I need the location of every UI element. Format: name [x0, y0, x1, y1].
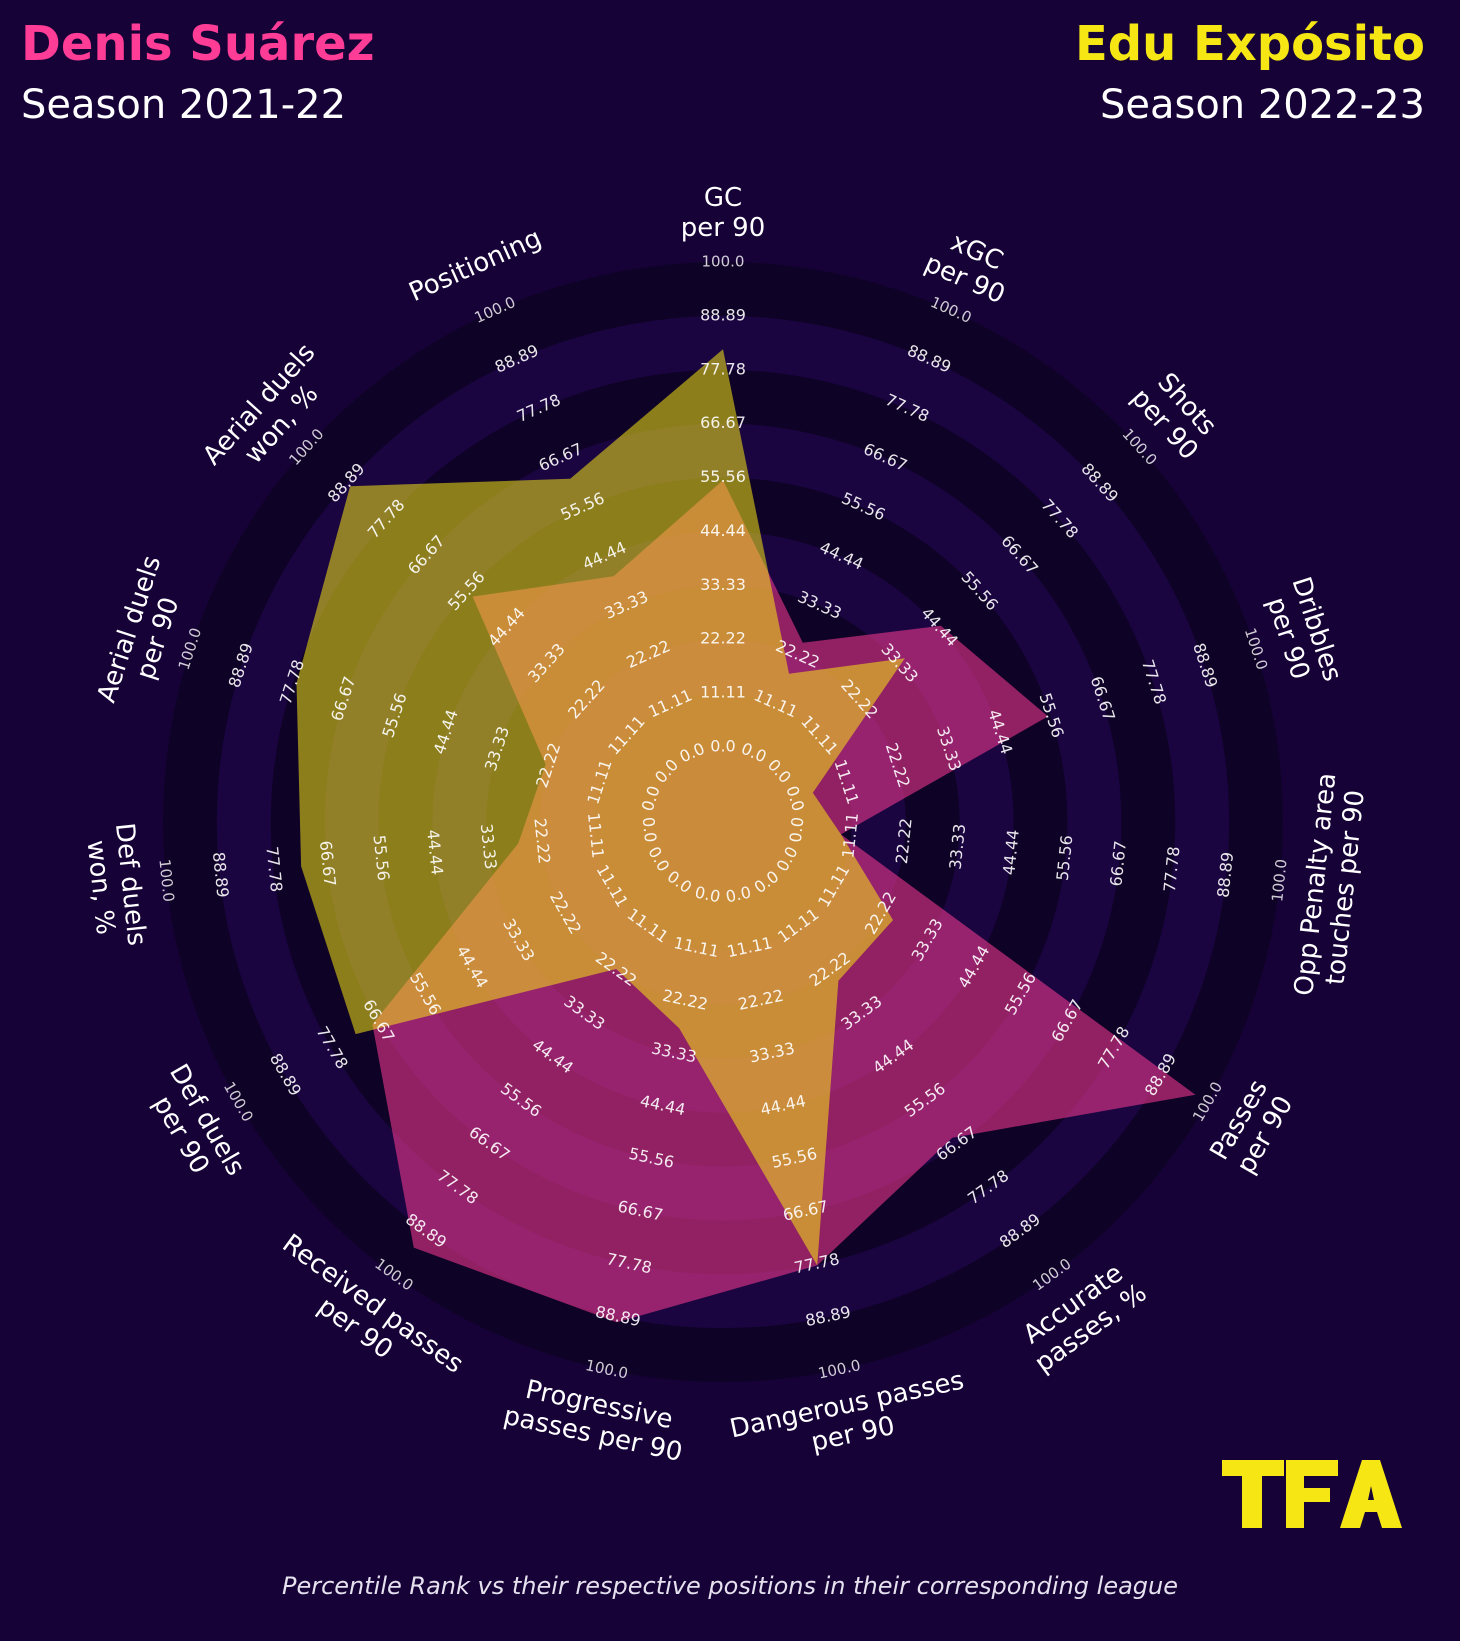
ring-tick-label: 0.0	[693, 882, 722, 906]
ring-tick-label: 55.56	[1053, 834, 1077, 882]
ring-tick-label: 11.11	[700, 683, 746, 702]
ring-tick-label: 88.89	[700, 305, 746, 324]
parameter-label: Def duelswon, %	[79, 822, 152, 951]
ring-tick-label: 66.67	[1106, 840, 1130, 888]
tfa-logo-mark	[1222, 1460, 1402, 1528]
ring-tick-label: 22.22	[530, 817, 554, 865]
ring-tick-label: 77.78	[262, 845, 286, 893]
footnote: Percentile Rank vs their respective posi…	[281, 1572, 1179, 1600]
ring-tick-label: 88.89	[209, 851, 233, 899]
ring-tick-label: 11.11	[838, 812, 862, 860]
ring-tick-label: 66.67	[700, 413, 746, 432]
ring-tick-label: 44.44	[700, 521, 746, 540]
ring-tick-label: 55.56	[370, 834, 394, 882]
ring-tick-label: 22.22	[700, 629, 746, 648]
ring-tick-label: 33.33	[946, 823, 970, 871]
parameter-label-line: Positioning	[405, 223, 546, 308]
parameter-label: Dangerous passesper 90	[727, 1366, 973, 1474]
ring-tick-label: 33.33	[700, 575, 746, 594]
ring-tick-label: 11.11	[584, 812, 608, 860]
parameter-label-line: GC	[704, 183, 742, 213]
ring-tick-label: 44.44	[999, 829, 1023, 877]
ring-tick-label: 100.0	[155, 858, 177, 903]
parameter-label: Opp Penalty areatouches per 90	[1289, 771, 1372, 1000]
ring-tick-label: 0.0	[710, 737, 735, 756]
ring-tick-label: 100.0	[1268, 858, 1290, 903]
parameter-label: GC per 90	[681, 183, 766, 243]
parameter-label: Progressivepasses per 90	[501, 1371, 691, 1468]
player1-name: Denis Suárez	[21, 16, 375, 72]
ring-tick-label: 33.33	[477, 823, 501, 871]
ring-tick-label: 0.0	[639, 816, 661, 843]
ring-tick-label: 0.0	[786, 816, 808, 843]
ring-tick-label: 44.44	[423, 829, 447, 877]
ring-tick-label: 55.56	[700, 467, 746, 486]
player1-season: Season 2021-22	[21, 82, 347, 128]
parameter-label: Positioning	[405, 223, 546, 308]
player2-name: Edu Expósito	[1074, 16, 1425, 72]
ring-tick-label: 77.78	[700, 359, 746, 378]
ring-tick-label: 0.0	[724, 882, 753, 906]
ring-tick-label: 66.67	[316, 840, 340, 888]
player2-season: Season 2022-23	[1099, 82, 1425, 128]
ring-tick-label: 100.0	[702, 253, 745, 271]
ring-tick-label: 77.78	[1160, 845, 1184, 893]
parameter-label-line: per 90	[681, 213, 766, 243]
ring-tick-label: 22.22	[892, 817, 916, 865]
series-polygon-player2	[296, 349, 905, 1266]
ring-tick-label: 88.89	[1213, 851, 1237, 899]
parameter-label: Dribblesper 90	[1257, 573, 1347, 694]
tfa-logo	[1222, 1460, 1402, 1528]
